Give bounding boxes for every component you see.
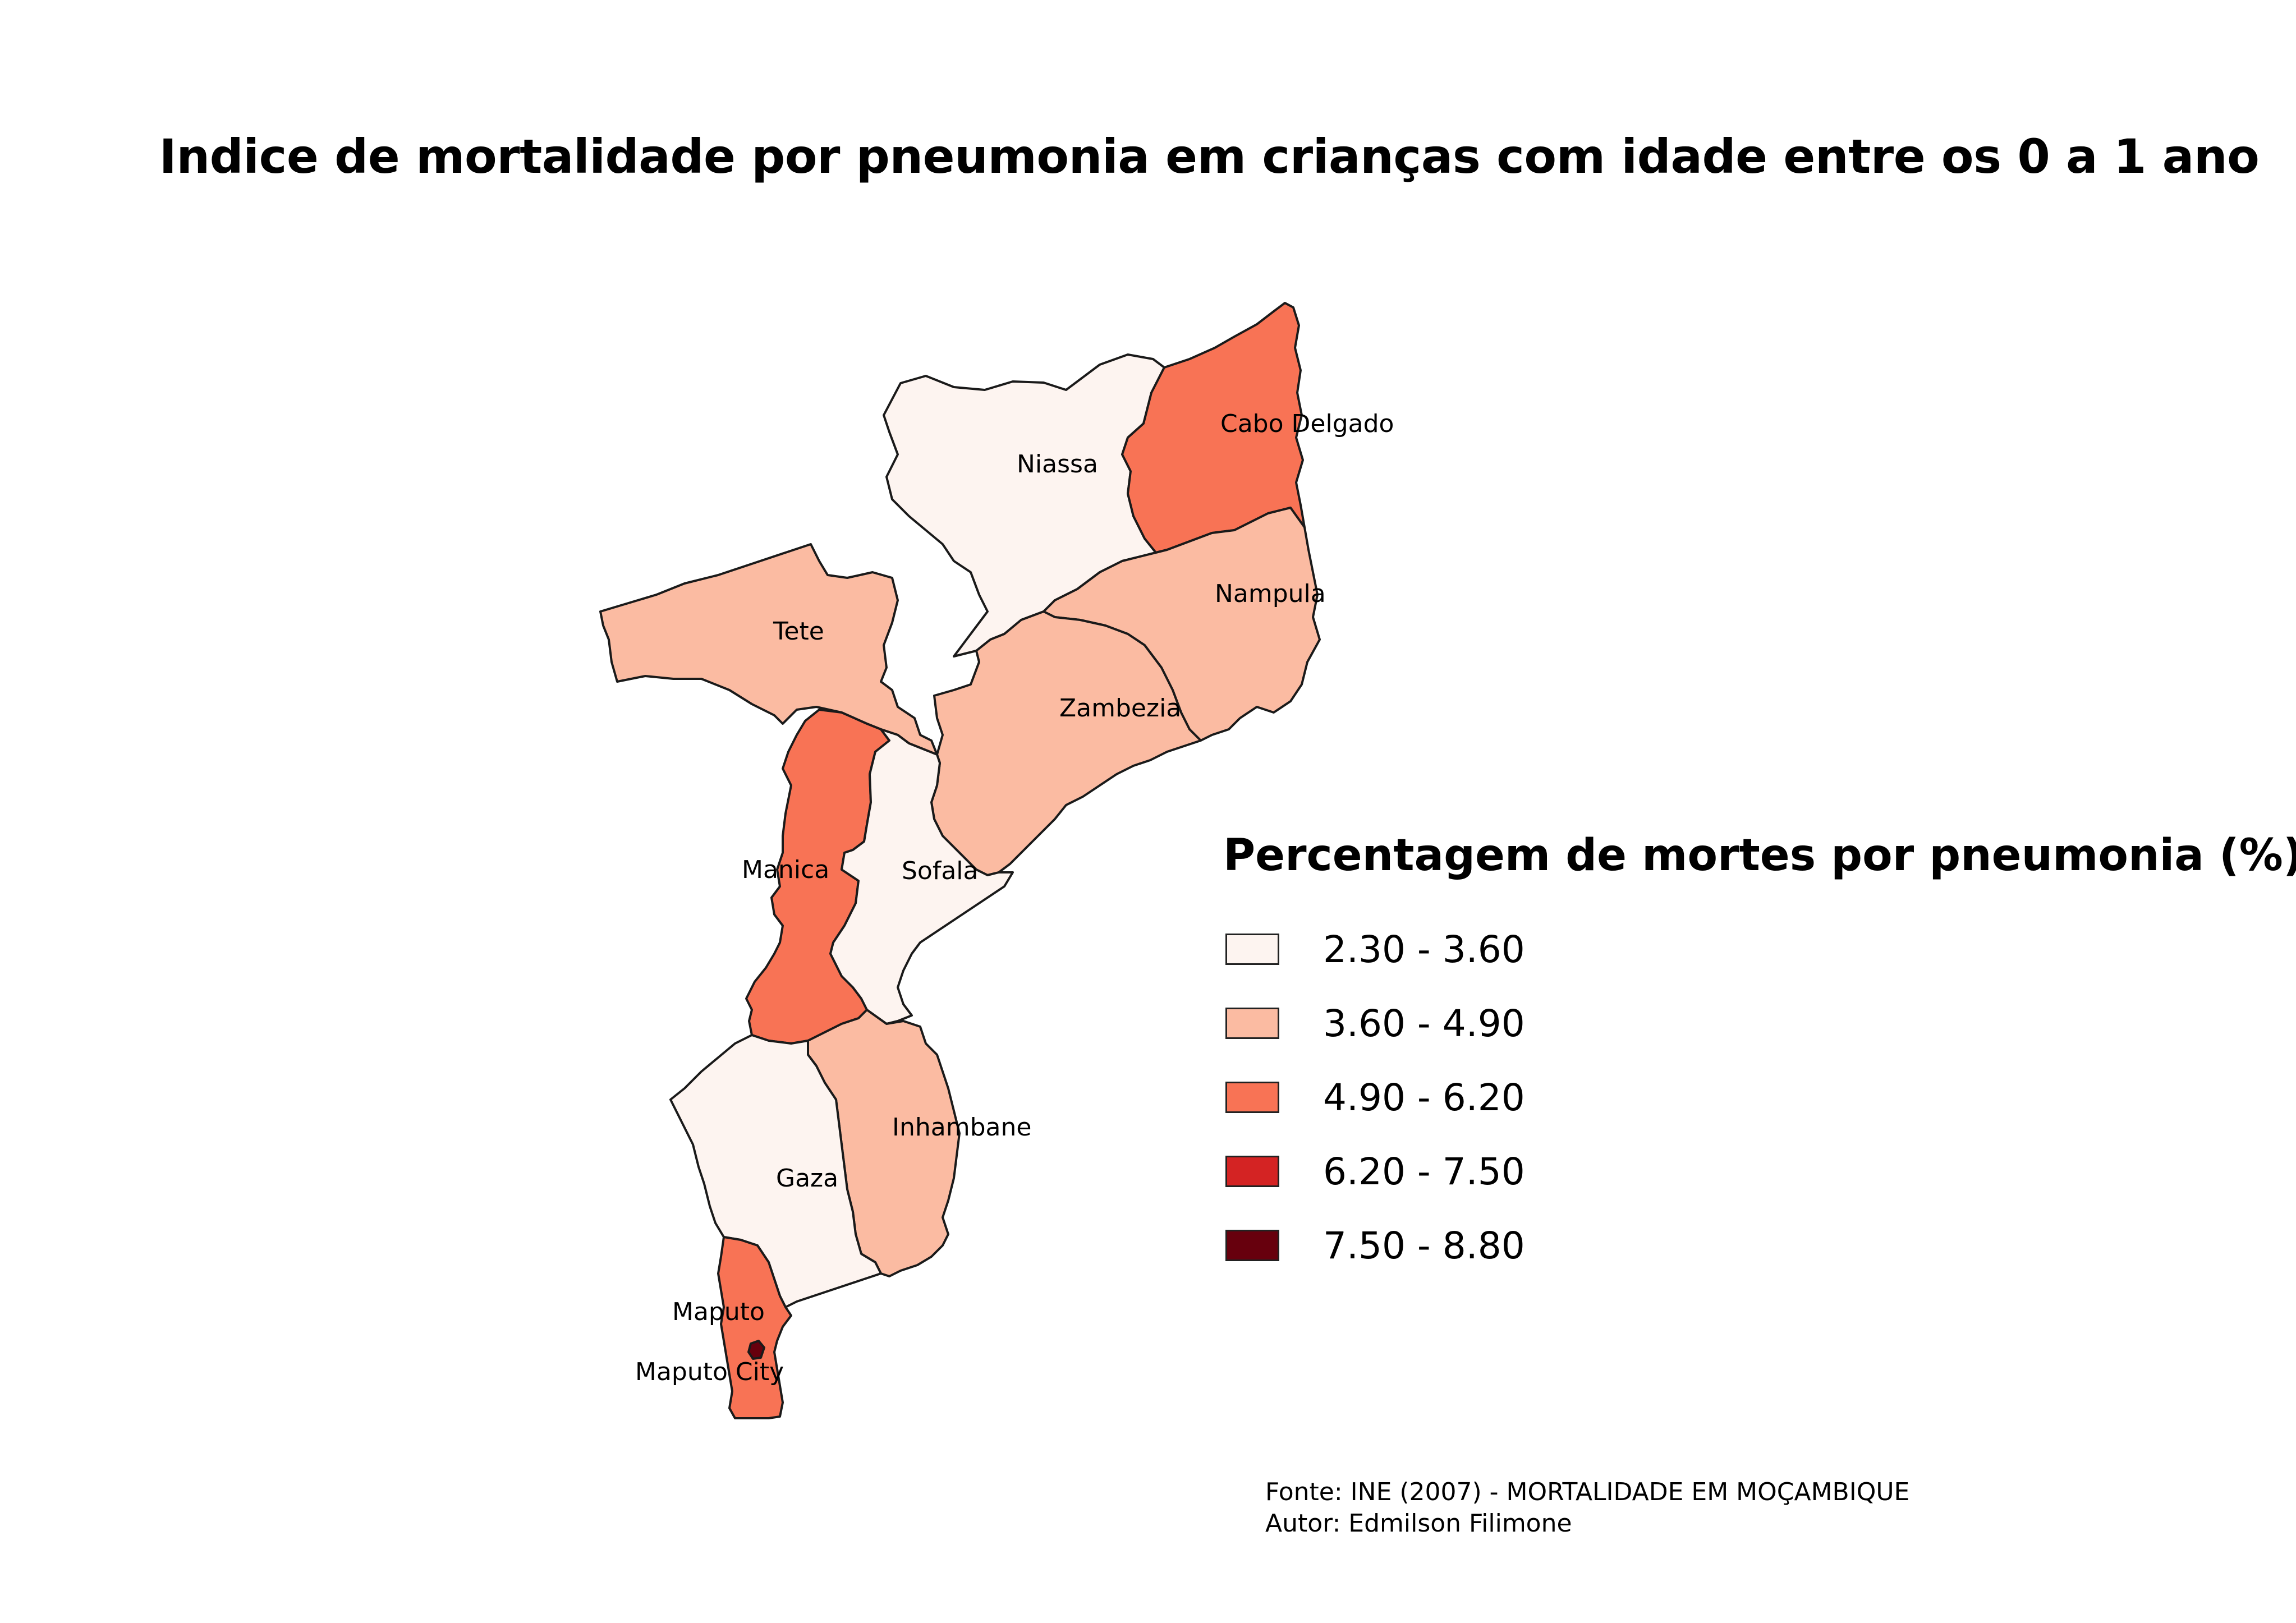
label-nampula: Nampula xyxy=(1215,580,1326,608)
legend-title: Percentagem de mortes por pneumonia (%) xyxy=(1223,830,2296,881)
province-gaza[interactable] xyxy=(669,1034,882,1308)
legend-label: 2.30 - 3.60 xyxy=(1323,927,1525,971)
label-maputo: Maputo xyxy=(672,1298,765,1326)
source-text: Fonte: INE (2007) - MORTALIDADE EM MOÇAM… xyxy=(1265,1478,1910,1506)
province-tete[interactable] xyxy=(599,543,938,756)
province-maputo[interactable] xyxy=(717,1236,792,1419)
legend-label: 6.20 - 7.50 xyxy=(1323,1150,1525,1193)
legend-item: 2.30 - 3.60 xyxy=(1223,912,2296,986)
author-text: Autor: Edmilson Filimone xyxy=(1265,1509,1572,1538)
legend-item: 7.50 - 8.80 xyxy=(1223,1208,2296,1282)
label-zambezia: Zambezia xyxy=(1059,694,1181,723)
label-sofala: Sofala xyxy=(902,857,979,885)
legend: Percentagem de mortes por pneumonia (%) … xyxy=(1223,830,2296,1282)
province-sofala[interactable] xyxy=(829,728,1014,1025)
map-title: Indice de mortalidade por pneumonia em c… xyxy=(159,129,2260,184)
legend-swatch xyxy=(1225,934,1279,965)
legend-swatch xyxy=(1225,1008,1279,1039)
legend-swatch xyxy=(1225,1156,1279,1187)
province-maputo-city[interactable] xyxy=(747,1340,765,1360)
legend-item: 4.90 - 6.20 xyxy=(1223,1060,2296,1134)
label-manica: Manica xyxy=(742,856,829,884)
label-niassa: Niassa xyxy=(1017,450,1098,479)
label-cabo-delgado: Cabo Delgado xyxy=(1220,410,1394,438)
legend-swatch xyxy=(1225,1230,1279,1261)
legend-swatch xyxy=(1225,1082,1279,1113)
legend-label: 7.50 - 8.80 xyxy=(1323,1224,1525,1267)
legend-item: 6.20 - 7.50 xyxy=(1223,1134,2296,1208)
legend-label: 3.60 - 4.90 xyxy=(1323,1001,1525,1045)
credits: Fonte: INE (2007) - MORTALIDADE EM MOÇAM… xyxy=(1265,1477,1909,1539)
label-gaza: Gaza xyxy=(776,1164,838,1193)
label-tete: Tete xyxy=(773,617,824,646)
legend-label: 4.90 - 6.20 xyxy=(1323,1075,1525,1119)
label-maputo-city: Maputo City xyxy=(635,1358,784,1386)
label-inhambane: Inhambane xyxy=(892,1113,1031,1142)
legend-item: 3.60 - 4.90 xyxy=(1223,986,2296,1060)
